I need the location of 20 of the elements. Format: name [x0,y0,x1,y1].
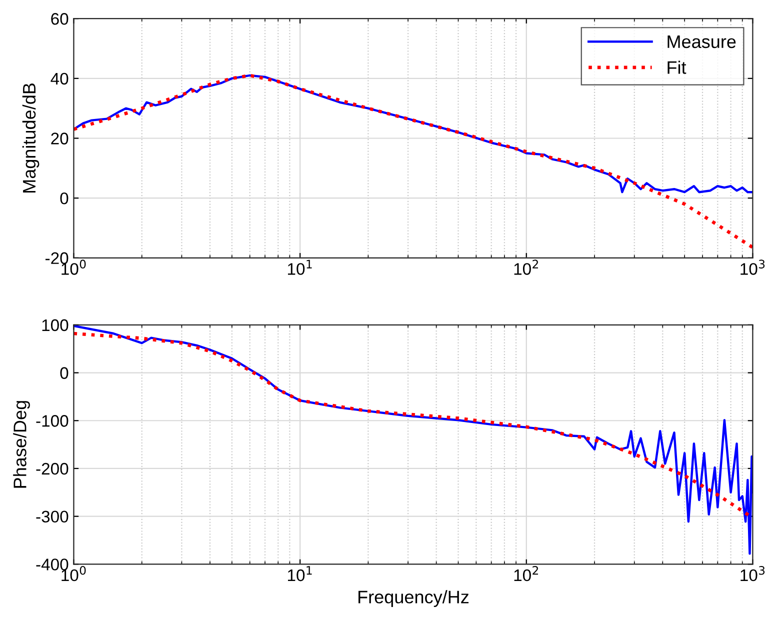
y-tick-label: 0 [60,367,68,379]
x-tick-label: 10$^{1}$ [288,260,312,275]
x-axis-title: Frequency/Hz [358,590,469,607]
x-tick-label: 10$^{2}$ [514,260,538,275]
y-tick-label: -100 [36,415,68,427]
y-tick-label: 40 [50,72,68,85]
x-tick-label: 10$^{3}$ [740,260,765,275]
y-tick-label: 100 [42,319,68,332]
y-axis-title: Phase/Deg [13,401,30,488]
legend-label: Measure [668,36,736,48]
y-tick-label: 0 [60,192,68,204]
y-tick-label: 60 [51,13,68,25]
x-tick-label: 10$^{2}$ [514,566,538,582]
y-tick-label: 20 [51,132,68,144]
y-axis-title: Magnitude/dB [22,83,40,192]
x-tick-label: 10$^{3}$ [740,566,765,582]
y-tick-label: -200 [36,462,68,475]
x-tick-label: 10$^{1}$ [288,566,312,582]
legend-label: Fit [668,60,686,74]
y-tick-label: -300 [36,510,68,523]
